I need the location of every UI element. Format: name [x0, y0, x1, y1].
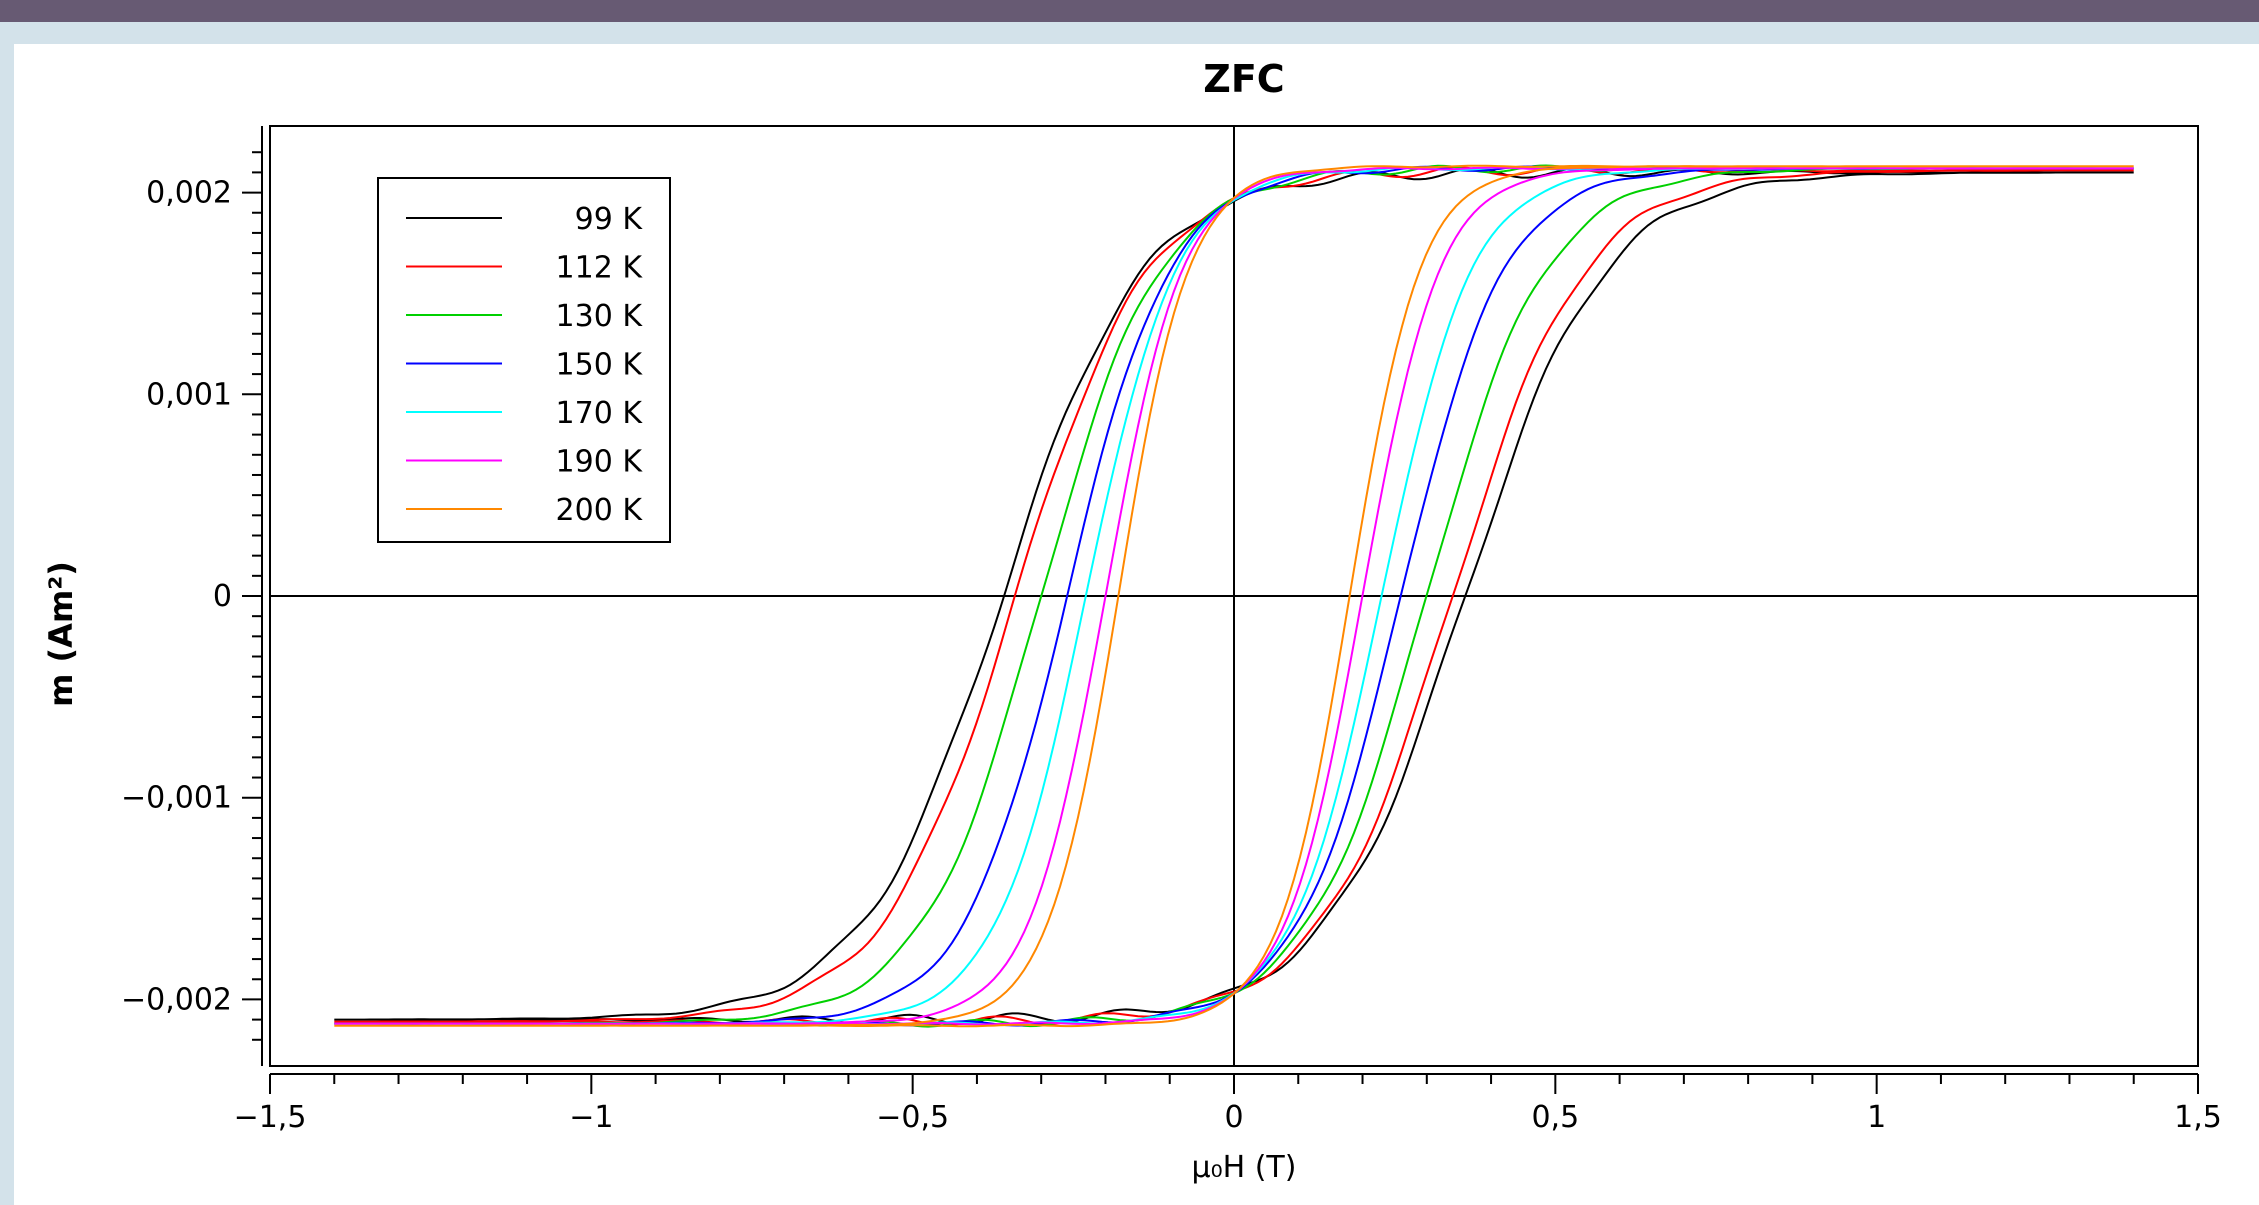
x-tick-label: 0 — [1224, 1100, 1243, 1135]
x-tick-label: −1 — [569, 1100, 613, 1135]
x-tick-label: 1 — [1867, 1100, 1886, 1135]
legend-label: 200 K — [556, 493, 644, 528]
y-tick-label: −0,001 — [121, 781, 232, 816]
series-group — [334, 164, 2134, 1028]
x-tick-label: 1,5 — [2174, 1100, 2222, 1135]
legend-label: 112 K — [556, 251, 644, 286]
y-axis-label: m (Am²) — [42, 561, 80, 707]
legend-label: 130 K — [556, 299, 644, 334]
x-axis-label: μ₀H (T) — [1192, 1150, 1297, 1185]
legend-label: 99 K — [575, 202, 644, 237]
window-title-bar — [0, 0, 2259, 22]
x-tick-label: −1,5 — [234, 1100, 307, 1135]
legend-label: 170 K — [556, 396, 644, 431]
x-tick-label: 0,5 — [1531, 1100, 1579, 1135]
legend: 99 K 112 K 130 K 150 K 170 K 190 K 200 K — [377, 177, 671, 543]
y-tick-label: 0,002 — [146, 176, 232, 211]
hysteresis-chart: ZFC m (Am²) μ₀H (T) −1,5 −1 −0,5 0 0,5 1 1,5 0,… — [42, 57, 2222, 1185]
legend-box — [377, 177, 671, 543]
y-tick-label: 0,001 — [146, 377, 232, 412]
series-line-99-k — [334, 167, 2134, 1025]
legend-label: 190 K — [556, 445, 644, 480]
chart-title: ZFC — [1203, 57, 1284, 101]
series-line-200-k — [334, 164, 2134, 1028]
y-tick-label: 0 — [213, 579, 232, 614]
x-tick-label: −0,5 — [876, 1100, 949, 1135]
plot-area — [269, 125, 2199, 1067]
axis-ticks — [242, 126, 2199, 1094]
y-tick-label: −0,002 — [121, 982, 232, 1017]
legend-label: 150 K — [556, 348, 644, 383]
chart-canvas: ZFC m (Am²) μ₀H (T) −1,5 −1 −0,5 0 0,5 1 1,5 0,… — [14, 44, 2259, 1205]
tick-labels: −1,5 −1 −0,5 0 0,5 1 1,5 0,002 0,001 0 −0,001 −0,00… — [121, 176, 2222, 1135]
series-line-190-k — [334, 166, 2134, 1026]
